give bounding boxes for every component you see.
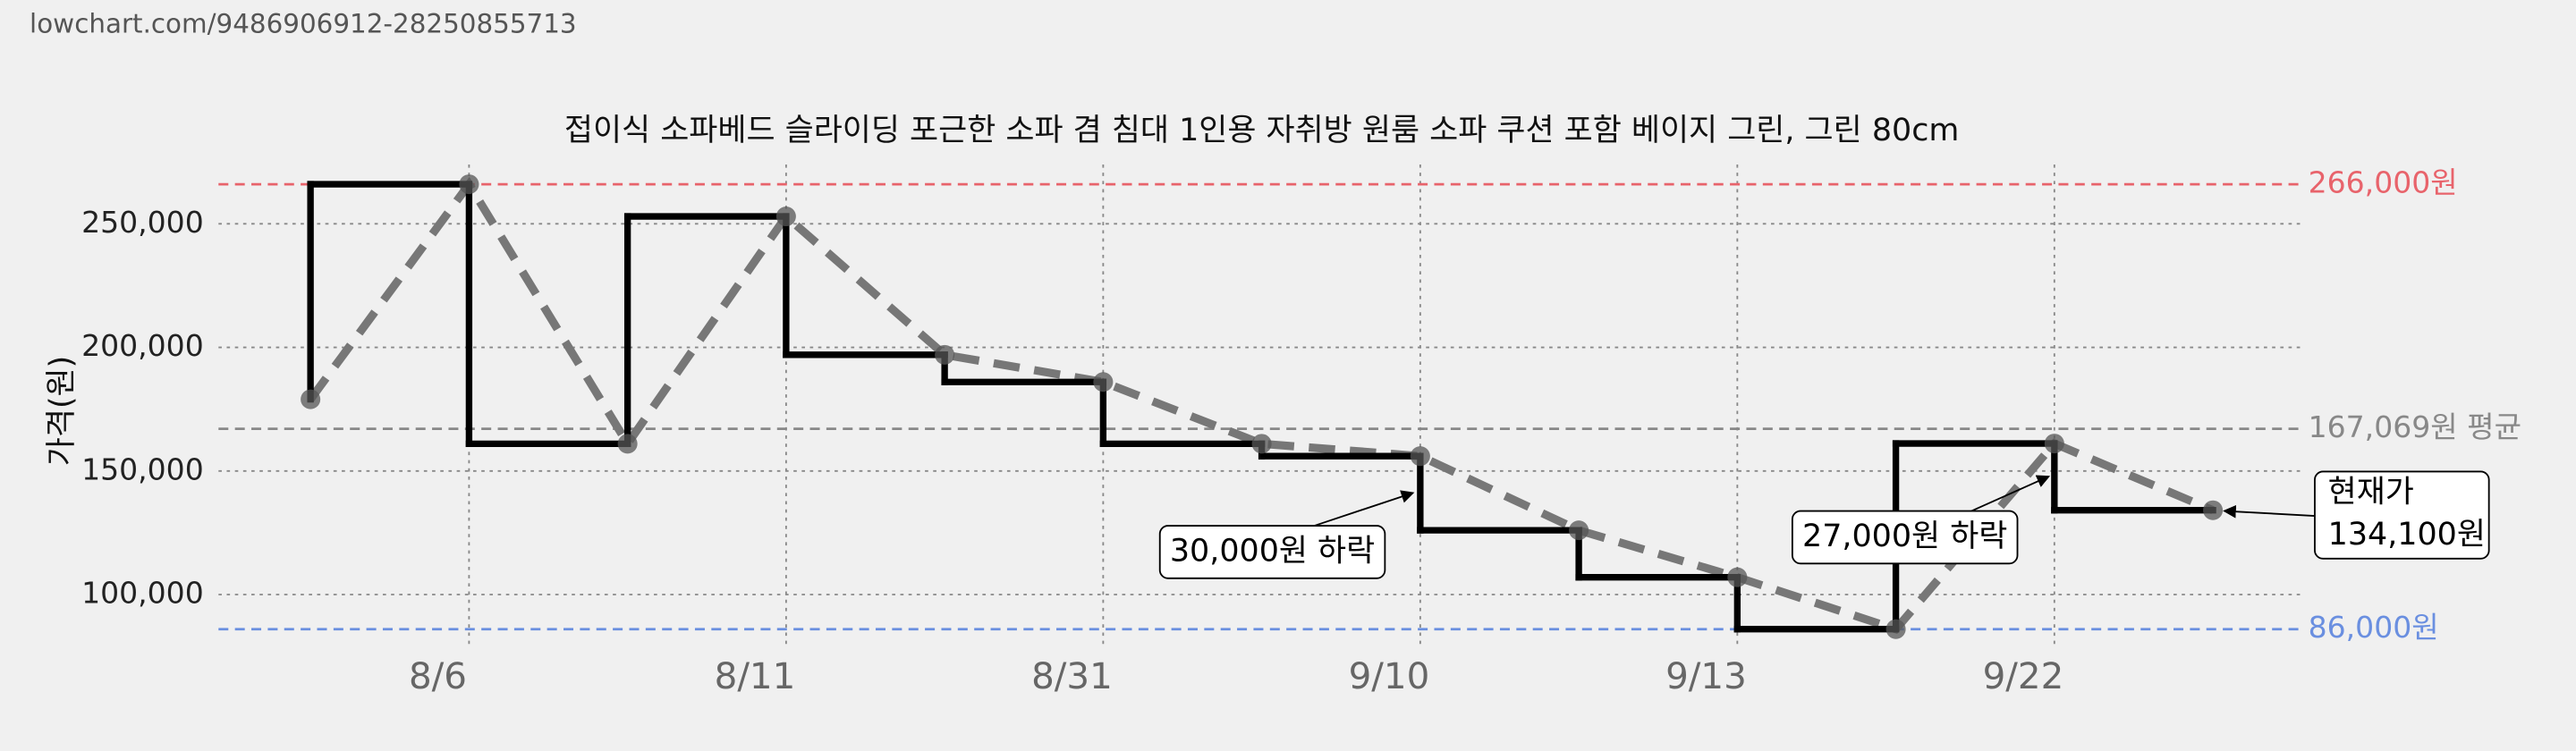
- point: [1569, 520, 1589, 541]
- point: [1093, 372, 1114, 392]
- x-tick-label: 9/10: [1349, 654, 1430, 697]
- annotation-text: 30,000원 하락: [1170, 533, 1375, 569]
- annotation-text: 27,000원 하락: [1802, 519, 2007, 554]
- y-tick-label: 100,000: [81, 575, 204, 610]
- x-tick-label: 9/13: [1665, 654, 1747, 697]
- chart-title: 접이식 소파베드 슬라이딩 포근한 소파 겸 침대 1인용 자취방 원룸 소파 …: [564, 113, 1959, 148]
- x-tick-label: 8/6: [409, 654, 467, 697]
- y-axis-label: 가격(원): [44, 356, 80, 466]
- point: [1410, 446, 1430, 467]
- point: [935, 344, 955, 365]
- annotation-box: [2314, 470, 2490, 560]
- reference-label: 86,000원: [2309, 610, 2439, 645]
- point: [1885, 619, 1906, 639]
- annotation-arrow: [1314, 490, 1415, 527]
- point: [301, 389, 321, 409]
- point: [775, 207, 796, 227]
- url: lowchart.com/9486906912-28250855713: [30, 8, 577, 38]
- y-tick-label: 200,000: [81, 328, 204, 363]
- annotation-text: 134,100원: [2328, 517, 2486, 553]
- annotation-box: [1791, 510, 2019, 565]
- point: [1727, 567, 1748, 587]
- reference-label: 167,069원 평균: [2309, 409, 2521, 444]
- annotation-arrow: [2223, 504, 2316, 519]
- point: [617, 434, 638, 454]
- x-tick-label: 9/22: [1983, 654, 2064, 697]
- x-tick-label: 8/11: [715, 654, 796, 697]
- point: [2044, 434, 2064, 454]
- annotation-arrow: [1970, 475, 2051, 512]
- annotation-box: [1158, 525, 1386, 579]
- point: [1251, 434, 1272, 454]
- point: [2203, 500, 2224, 520]
- point: [459, 174, 479, 195]
- reference-label: 266,000원: [2309, 165, 2458, 200]
- y-tick-label: 250,000: [81, 205, 204, 240]
- y-tick-label: 150,000: [81, 451, 204, 486]
- annotation-text: 현재가: [2328, 474, 2414, 510]
- x-tick-label: 8/31: [1031, 654, 1113, 697]
